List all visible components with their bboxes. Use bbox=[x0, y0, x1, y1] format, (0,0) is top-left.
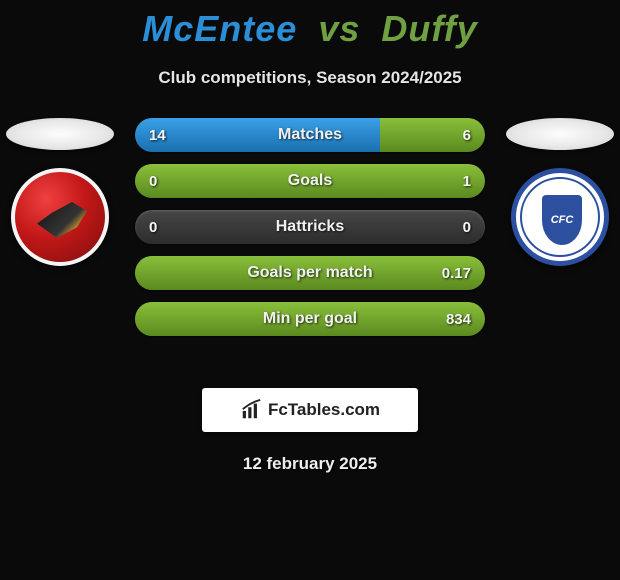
player2-name: Duffy bbox=[381, 8, 477, 49]
stat-value-player2: 6 bbox=[449, 118, 485, 152]
player2-avatar bbox=[506, 118, 614, 150]
team2-crest: CFC bbox=[511, 168, 609, 266]
vs-separator: vs bbox=[318, 8, 360, 49]
stat-label: Matches bbox=[135, 118, 485, 152]
player1-column bbox=[5, 118, 115, 266]
team2-monogram: CFC bbox=[551, 214, 574, 226]
stat-label: Goals bbox=[135, 164, 485, 198]
stat-row: Matches14 6 bbox=[135, 118, 485, 152]
stat-value-player1 bbox=[135, 302, 163, 336]
stat-row: Goals0 1 bbox=[135, 164, 485, 198]
stat-value-player2: 1 bbox=[449, 164, 485, 198]
stat-value-player1: 0 bbox=[135, 164, 171, 198]
comparison-title: McEntee vs Duffy bbox=[0, 0, 620, 50]
date-text: 12 february 2025 bbox=[0, 454, 620, 474]
stat-label: Hattricks bbox=[135, 210, 485, 244]
stat-value-player2: 0.17 bbox=[428, 256, 485, 290]
stat-bars: Matches146Goals01Hattricks00Goals per ma… bbox=[135, 118, 485, 348]
stat-value-player2: 0 bbox=[449, 210, 485, 244]
stat-value-player1: 14 bbox=[135, 118, 180, 152]
stat-row: Min per goal834 bbox=[135, 302, 485, 336]
stat-value-player1 bbox=[135, 256, 163, 290]
team1-crest bbox=[11, 168, 109, 266]
stat-value-player2: 834 bbox=[432, 302, 485, 336]
comparison-panel: CFC Matches146Goals01Hattricks00Goals pe… bbox=[0, 118, 620, 368]
stat-value-player1: 0 bbox=[135, 210, 171, 244]
watermark-text: FcTables.com bbox=[268, 400, 380, 420]
player1-name: McEntee bbox=[142, 8, 297, 49]
watermark: FcTables.com bbox=[202, 388, 418, 432]
chart-icon bbox=[240, 399, 262, 421]
player2-column: CFC bbox=[505, 118, 615, 266]
stat-row: Hattricks0 0 bbox=[135, 210, 485, 244]
stat-row: Goals per match0.17 bbox=[135, 256, 485, 290]
player1-avatar bbox=[6, 118, 114, 150]
subtitle: Club competitions, Season 2024/2025 bbox=[0, 68, 620, 88]
